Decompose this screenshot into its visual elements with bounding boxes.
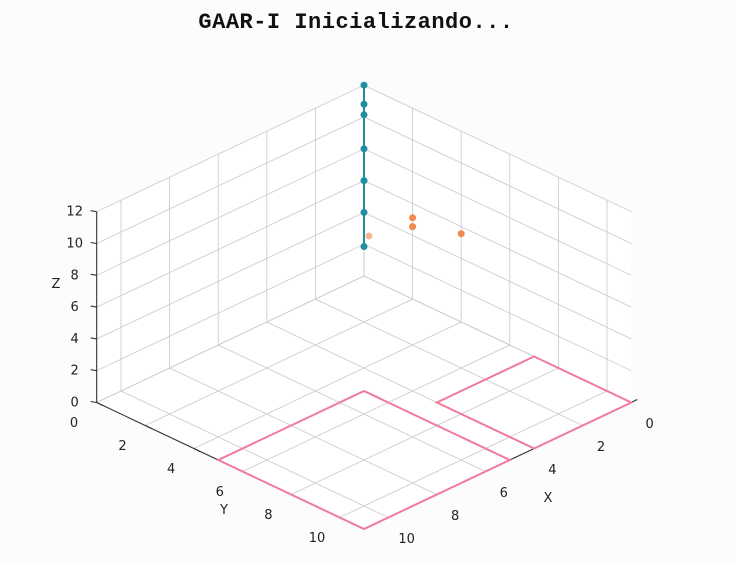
region-polygon-2 xyxy=(215,389,513,531)
grid-line-z-xwall xyxy=(363,84,632,213)
scatter-point xyxy=(409,214,417,222)
y-tick-label: 4 xyxy=(548,463,556,478)
grid-line-z-ywall xyxy=(96,275,365,403)
x-tick-mark xyxy=(96,402,103,406)
trajectory-point xyxy=(360,208,368,216)
grid-line-z-ywall xyxy=(96,116,365,244)
scatter-point xyxy=(365,232,373,240)
grid-line-x-floor xyxy=(193,321,462,449)
z-tick-mark xyxy=(90,369,97,372)
y-tick-label: 10 xyxy=(398,532,415,547)
z-tick-mark xyxy=(90,210,97,213)
grid-line-y-floor xyxy=(315,298,583,426)
x-tick-label: 0 xyxy=(70,416,78,431)
grid-line-z-ywall xyxy=(96,84,365,213)
x-tick-mark xyxy=(193,448,201,452)
z-axis-label: Z xyxy=(52,277,61,292)
z-tick-label: 6 xyxy=(71,300,79,315)
z-tick-label: 8 xyxy=(71,268,79,283)
grid-line-z-ywall xyxy=(96,243,365,372)
axis-labels: X Y Z xyxy=(52,277,553,518)
z-tick-mark xyxy=(90,400,97,404)
grid-lines xyxy=(96,84,632,518)
x-tick-mark xyxy=(145,425,152,429)
grid-line-z-ywall xyxy=(96,148,365,276)
grid-line-x-floor xyxy=(290,367,559,495)
grid-line-x-floor xyxy=(339,390,608,518)
grid-line-z-ywall xyxy=(96,212,365,340)
grid-line-x-floor xyxy=(145,298,413,426)
trajectory-point xyxy=(360,177,368,185)
y-axis-label: Y xyxy=(219,503,228,518)
scatter-point xyxy=(409,223,417,231)
x-tick-label: 8 xyxy=(264,508,272,523)
y-tick-label: 2 xyxy=(597,440,605,455)
tick-labels: 0 2 4 6 8 10 0 2 4 6 8 10 0 2 4 6 8 10 12 xyxy=(66,205,653,547)
scatter-point xyxy=(457,230,465,238)
y-tick-label: 8 xyxy=(451,509,459,524)
z-tick-label: 12 xyxy=(66,205,83,220)
grid-line-y-floor xyxy=(169,367,438,495)
grid-line-z-xwall xyxy=(363,180,632,308)
chart-title: GAAR-I Inicializando... xyxy=(198,10,514,35)
y-tick-label: 6 xyxy=(500,486,508,501)
z-tick-mark xyxy=(90,241,97,245)
trajectory-point xyxy=(360,111,368,119)
z-tick-label: 2 xyxy=(71,364,79,379)
z-tick-label: 10 xyxy=(66,237,83,252)
x-tick-label: 6 xyxy=(216,485,224,500)
region-polygon-3 xyxy=(434,355,634,450)
x-tick-label: 2 xyxy=(118,439,126,454)
grid-line-y-floor xyxy=(120,390,389,518)
data-marks xyxy=(215,81,634,531)
grid-line-x-floor xyxy=(242,344,510,472)
grid-line-z-xwall xyxy=(363,148,632,276)
x-tick-label: 4 xyxy=(167,462,175,477)
grid-line-z-xwall xyxy=(363,243,632,372)
grid-line-y-floor xyxy=(218,344,486,472)
z-tick-mark xyxy=(90,337,97,340)
trajectory-point xyxy=(360,145,368,153)
grid-line-z-xwall xyxy=(363,116,632,244)
trajectory-point xyxy=(360,81,368,89)
trajectory-point xyxy=(360,100,368,108)
x-tick-label: 10 xyxy=(309,531,326,546)
grid-line-z-xwall xyxy=(363,212,632,340)
y-tick-label: 0 xyxy=(645,417,653,432)
z-tick-label: 0 xyxy=(71,396,79,411)
z-tick-mark xyxy=(90,305,97,308)
z-tick-label: 4 xyxy=(71,332,79,347)
x-axis-label: X xyxy=(544,491,553,506)
z-tick-mark xyxy=(90,273,97,276)
trajectory-point xyxy=(360,243,368,250)
grid-line-z-ywall xyxy=(96,180,365,308)
